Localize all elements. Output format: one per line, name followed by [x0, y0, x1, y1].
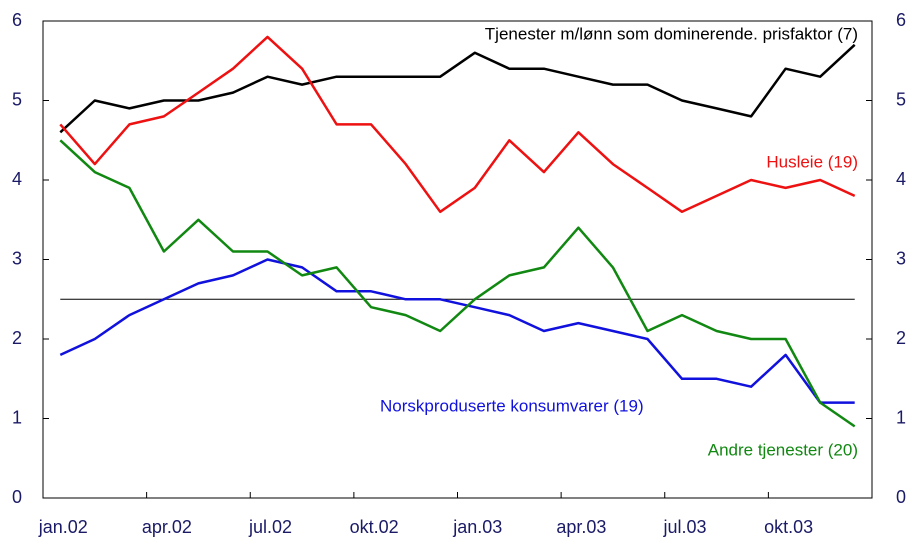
x-tick-label: apr.02 — [142, 517, 192, 537]
x-tick-label: jan.03 — [452, 517, 502, 537]
x-tick-label: apr.03 — [556, 517, 606, 537]
y2-tick-label: 3 — [896, 248, 906, 268]
y-tick-label: 2 — [12, 328, 22, 348]
y2-tick-label: 5 — [896, 89, 906, 109]
series-label: Tjenester m/lønn som dominerende. prisfa… — [485, 24, 858, 43]
x-tick-label: jul.02 — [248, 517, 292, 537]
y2-tick-label: 1 — [896, 407, 906, 427]
series-line — [59, 35, 856, 214]
x-tick-label: okt.02 — [350, 517, 399, 537]
series-label: Norskproduserte konsumvarer (19) — [380, 396, 644, 415]
series-line — [59, 139, 856, 428]
series-line — [59, 43, 856, 134]
y2-tick-label: 6 — [896, 10, 906, 30]
y-tick-label: 0 — [12, 487, 22, 507]
y2-tick-label: 2 — [896, 328, 906, 348]
x-tick-label: jan.02 — [38, 517, 88, 537]
x-tick-label: jul.03 — [663, 517, 707, 537]
y-tick-label: 5 — [12, 89, 22, 109]
y2-tick-label: 0 — [896, 487, 906, 507]
x-tick-label: okt.03 — [764, 517, 813, 537]
series-label: Husleie (19) — [766, 152, 858, 171]
y-tick-label: 4 — [12, 169, 22, 189]
y-tick-label: 6 — [12, 10, 22, 30]
series-line — [59, 258, 855, 404]
y2-tick-label: 4 — [896, 169, 906, 189]
y-tick-label: 3 — [12, 248, 22, 268]
series-label: Andre tjenester (20) — [708, 440, 858, 459]
plot-frame — [42, 20, 873, 499]
y-tick-label: 1 — [12, 407, 22, 427]
